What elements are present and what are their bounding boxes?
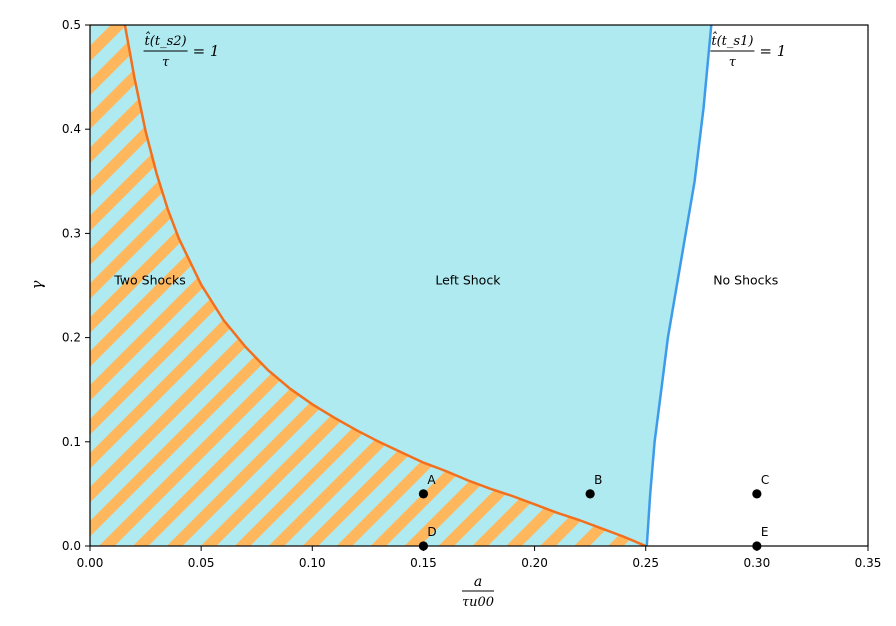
x-tick-label: 0.20 — [521, 556, 548, 570]
x-tick-label: 0.30 — [743, 556, 770, 570]
curve-label-rhs: = 1 — [193, 42, 220, 60]
data-point-label: A — [427, 473, 436, 487]
plot-frame — [89, 24, 869, 547]
x-axis-label: a τu00 — [462, 574, 494, 610]
region-label: No Shocks — [713, 272, 778, 287]
x-axis: 0.00 0.05 0.10 0.15 0.20 0.25 0.30 0.35 — [77, 546, 882, 570]
plot-area — [90, 25, 713, 546]
points-layer: A B C D E — [418, 473, 769, 551]
y-tick-label: 0.3 — [62, 226, 81, 240]
x-tick-label: 0.25 — [632, 556, 659, 570]
data-point — [418, 489, 429, 499]
curve-labels: t̂(t_s2) τ = 1 t̂(t_s1) τ = 1 — [143, 31, 786, 70]
data-point-label: E — [761, 525, 769, 539]
data-point — [752, 489, 762, 499]
region-label: Left Shock — [435, 272, 501, 287]
y-tick-label: 0.1 — [62, 435, 81, 449]
y-axis-label: γ — [28, 280, 46, 289]
curve-label-numerator: t̂(t_s2) — [145, 31, 187, 49]
data-point-label: C — [761, 473, 769, 487]
region-labels: Two Shocks Left Shock No Shocks — [113, 272, 778, 287]
y-tick-label: 0.5 — [62, 18, 81, 32]
curve-label-denominator: τ — [162, 55, 170, 70]
region-label: Two Shocks — [113, 272, 186, 287]
curve-label-numerator: t̂(t_s1) — [711, 31, 753, 49]
x-axis-label-numerator: a — [474, 574, 482, 590]
curve-s2-line — [123, 25, 647, 546]
x-tick-label: 0.10 — [299, 556, 326, 570]
curve-label-rhs: = 1 — [759, 42, 786, 60]
two-shocks-hatch — [90, 25, 646, 546]
x-tick-label: 0.15 — [410, 556, 437, 570]
curve-s1-line — [645, 25, 713, 546]
x-tick-label: 0.35 — [855, 556, 882, 570]
x-tick-label: 0.05 — [188, 556, 215, 570]
curve-label: t̂(t_s1) τ = 1 — [710, 31, 786, 70]
data-point-label: D — [427, 525, 436, 539]
data-point — [418, 541, 429, 551]
y-tick-label: 0.2 — [62, 331, 81, 345]
y-axis: 0.0 0.1 0.2 0.3 0.4 0.5 — [62, 18, 90, 553]
y-tick-label: 0.4 — [62, 122, 81, 136]
data-point — [752, 541, 762, 551]
curve-label: t̂(t_s2) τ = 1 — [143, 31, 220, 70]
x-axis-label-denominator: τu00 — [462, 595, 494, 610]
x-tick-label: 0.00 — [77, 556, 104, 570]
data-point-label: B — [594, 473, 602, 487]
data-point — [585, 489, 595, 499]
y-tick-label: 0.0 — [62, 539, 81, 553]
curve-label-denominator: τ — [729, 55, 737, 70]
